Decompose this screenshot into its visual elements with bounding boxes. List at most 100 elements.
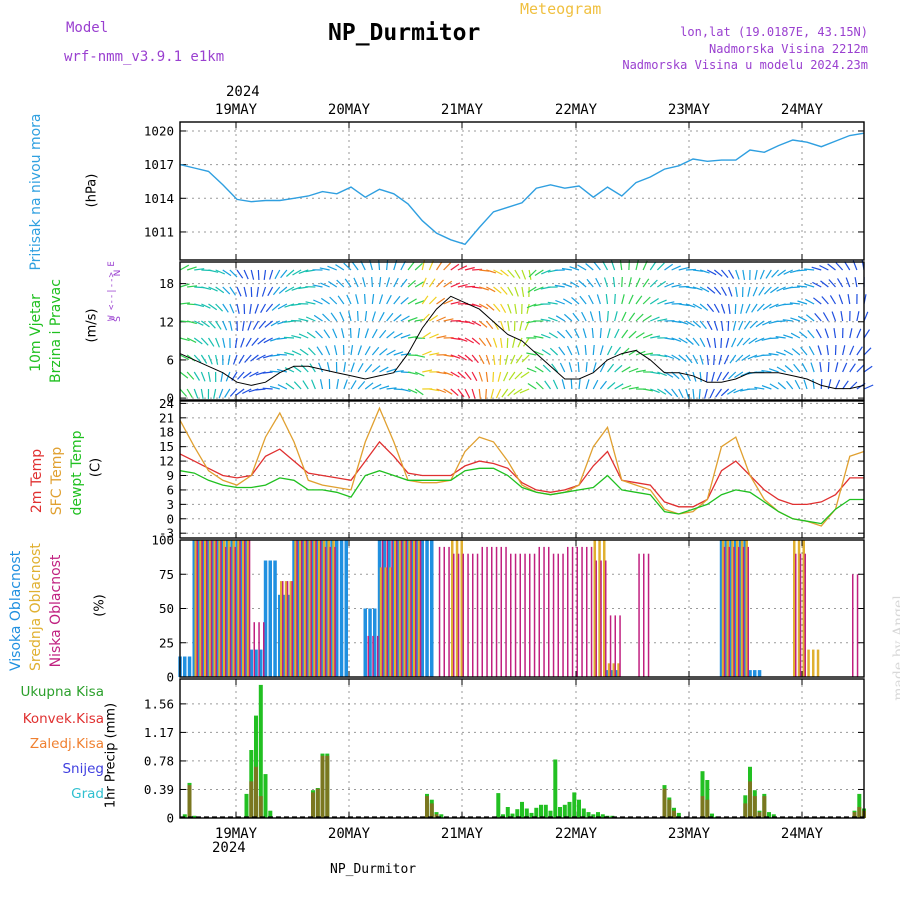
wind-barb <box>579 295 587 305</box>
wind-barb <box>457 354 467 361</box>
wind-barb <box>692 320 701 328</box>
wind-barb <box>339 311 345 322</box>
wind-barb <box>592 344 595 356</box>
cloud-low-bar <box>529 553 531 677</box>
wind-barb <box>514 269 521 279</box>
wind-barb <box>713 303 720 313</box>
wind-barb <box>519 388 530 394</box>
cloud-low-bar <box>315 540 317 677</box>
wind-barb <box>443 262 452 271</box>
wind-barb <box>523 337 530 347</box>
wind-barb <box>533 286 544 292</box>
y-tick-label: 0.78 <box>144 753 174 768</box>
wind-barb <box>443 388 453 395</box>
wind-barb <box>276 353 287 356</box>
wind-barb <box>335 264 345 271</box>
wind-barb <box>599 345 604 356</box>
wind-barb <box>457 388 465 398</box>
wind-barb <box>500 286 508 295</box>
cloud-high-bar <box>738 540 743 677</box>
y-tick-label: 6 <box>166 352 174 367</box>
cloud-mid-bar <box>379 567 383 677</box>
wind-barb <box>471 303 482 308</box>
wind-barb <box>699 354 704 365</box>
cloud-low-bar <box>643 553 645 677</box>
temp-dew-line <box>179 467 864 525</box>
wind-barb <box>386 312 394 322</box>
wind-barb <box>650 316 660 322</box>
wind-barb <box>528 269 537 278</box>
wind-barb <box>863 365 873 373</box>
wind-barb <box>243 269 249 280</box>
cloud-low-bar <box>856 574 859 678</box>
wind-barb <box>556 330 566 339</box>
wind-barb <box>215 354 219 365</box>
precip-total-bar <box>496 793 501 818</box>
precip-convective-bar <box>249 781 254 818</box>
legend-hail: Grad <box>71 786 104 802</box>
wind-barb <box>706 303 715 313</box>
wind-barb <box>323 329 331 339</box>
wind-barb <box>274 269 281 280</box>
cloud-low-bar <box>329 546 331 677</box>
wind-barb <box>649 297 659 305</box>
wind-barb <box>603 277 609 288</box>
cloud-high-bar <box>278 594 282 677</box>
cloud-mid-bar <box>308 540 311 677</box>
cloud-high-bar <box>363 608 367 677</box>
wind-barb <box>657 354 668 358</box>
wind-barb <box>222 303 229 313</box>
wind-barb <box>762 303 772 311</box>
precip-convective-bar <box>743 803 748 818</box>
wind-barb <box>486 269 497 274</box>
wind-barb <box>812 281 822 288</box>
wind-barb <box>179 371 189 379</box>
cloud-low-bar <box>505 546 507 677</box>
wind-barb <box>429 352 440 356</box>
cloud-low-bar <box>301 540 303 677</box>
wind-barb <box>285 382 295 390</box>
wind-barb <box>720 286 727 296</box>
wind-barb <box>364 293 366 305</box>
cloud-high-bar <box>230 540 234 677</box>
wind-barb <box>457 265 468 271</box>
wind-barb <box>836 278 844 288</box>
wind-barb <box>589 311 594 322</box>
wind-barb <box>699 286 710 293</box>
wind-barb <box>551 363 559 373</box>
cloud-low-bar <box>562 553 564 677</box>
precip-total-bar <box>767 812 771 818</box>
cloud-low-bar <box>457 553 460 677</box>
y-tick-label: 18 <box>159 425 174 440</box>
day-label-top: 19MAY <box>215 102 258 118</box>
wind-barb <box>229 303 235 314</box>
wind-barb <box>349 327 352 339</box>
cloud-mid-bar <box>460 540 463 677</box>
wind-barb <box>220 371 224 382</box>
wind-barb <box>336 279 345 288</box>
wind-barb <box>371 328 378 339</box>
wind-barb <box>519 320 523 331</box>
wind-barb <box>503 371 509 382</box>
wind-barb <box>194 303 205 308</box>
wind-barb <box>285 286 295 293</box>
wind-barb <box>292 365 302 373</box>
cloud-high-bar <box>320 540 325 677</box>
wind-barb <box>777 269 786 277</box>
wind-barb <box>649 261 657 271</box>
wind-barb <box>671 337 682 342</box>
wind-barb <box>269 385 280 390</box>
wind-barb <box>329 296 338 305</box>
cloud-low-bar <box>576 546 578 677</box>
wind-barb <box>400 388 411 392</box>
precip-convective-bar <box>434 814 439 818</box>
wind-barb <box>748 337 758 345</box>
precip-convective-bar <box>187 785 192 818</box>
wind-barb <box>548 316 558 322</box>
precip-total-bar <box>572 792 577 818</box>
wind-barb <box>407 335 418 339</box>
wind-barb <box>222 269 232 277</box>
wind-barb <box>698 388 701 400</box>
wind-barb <box>726 388 737 395</box>
precip-convective-bar <box>752 796 757 818</box>
